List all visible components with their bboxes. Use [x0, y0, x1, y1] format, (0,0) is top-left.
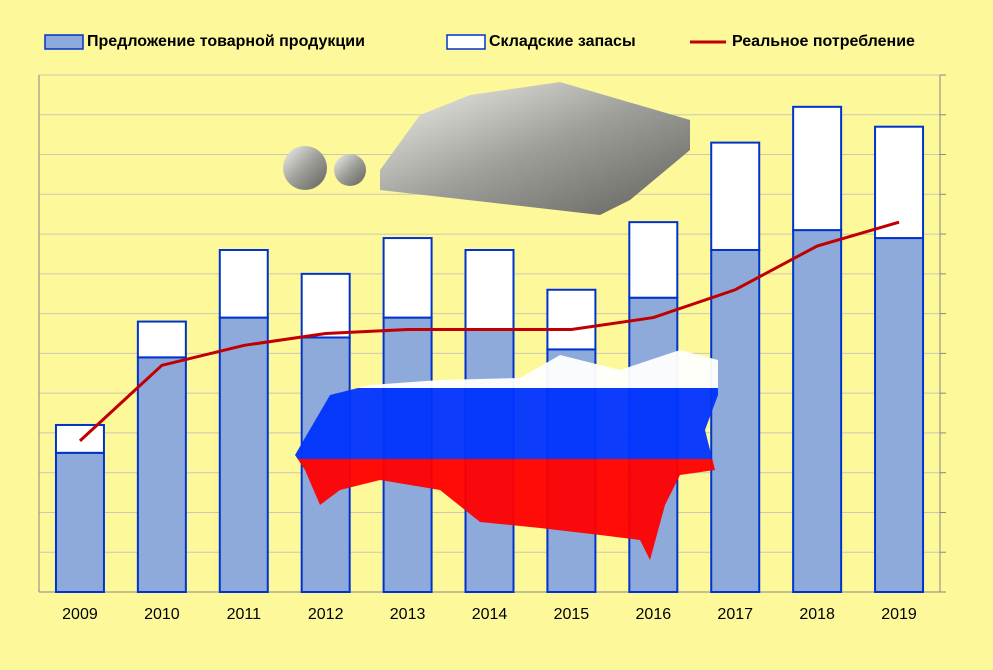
bar-segment: [218, 316, 269, 593]
bar-segment: [382, 237, 433, 319]
legend-swatch: [44, 34, 84, 50]
line-series: [78, 220, 900, 442]
metal-rod: [334, 154, 366, 186]
bar-segment: [628, 221, 679, 299]
legend-swatch: [446, 34, 486, 50]
legend-label: Предложение товарной продукции: [87, 33, 365, 50]
bar-segment: [300, 272, 351, 339]
x-tick-label: 2019: [881, 606, 917, 623]
x-tick-label: 2014: [472, 606, 508, 623]
x-tick-label: 2016: [636, 606, 672, 623]
bar-segment: [136, 356, 187, 593]
bar-segment: [710, 248, 761, 593]
plot-area: 2009 2010 2011 2012 2013 2014 2015 2016 2017 2018…: [38, 74, 946, 623]
x-tick-label: 2011: [227, 606, 262, 623]
decoration: [283, 82, 718, 560]
bar-segment: [54, 423, 105, 454]
bar-segment: [792, 105, 843, 232]
x-tick-label: 2012: [308, 606, 344, 623]
bar-segment: [792, 229, 843, 593]
bar-segment: [710, 141, 761, 251]
legend-label: Реальное потребление: [732, 33, 915, 50]
bar-segment: [136, 320, 187, 359]
x-tick-label: 2015: [554, 606, 590, 623]
bar-segment: [464, 248, 515, 331]
legend: Предложение товарной продукции Складские …: [44, 33, 915, 50]
x-tick-label: 2013: [390, 606, 426, 623]
bar-segment: [874, 237, 925, 594]
metal-rod: [283, 146, 327, 190]
russia-map: [295, 350, 718, 560]
bar-segment: [54, 451, 105, 593]
x-tick-label: 2018: [799, 606, 835, 623]
x-tick-label: 2017: [717, 606, 753, 623]
legend-label: Складские запасы: [489, 33, 636, 50]
x-tick-label: 2010: [144, 606, 180, 623]
metal-products-image: [380, 82, 690, 215]
x-tick-label: 2009: [62, 606, 98, 623]
bar-segment: [546, 288, 597, 351]
bar-segment: [218, 248, 269, 319]
bar-segment: [874, 125, 925, 240]
